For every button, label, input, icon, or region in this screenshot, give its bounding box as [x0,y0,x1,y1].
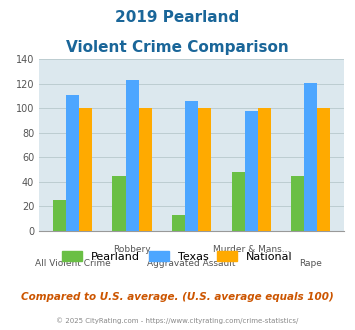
Bar [291,176,304,231]
Text: Aggravated Assault: Aggravated Assault [147,259,236,268]
Bar [231,172,245,231]
Bar [66,95,79,231]
Text: © 2025 CityRating.com - https://www.cityrating.com/crime-statistics/: © 2025 CityRating.com - https://www.city… [56,317,299,324]
Text: All Violent Crime: All Violent Crime [35,259,110,268]
Bar [139,109,152,231]
Text: Murder & Mans...: Murder & Mans... [213,245,290,254]
Bar [304,83,317,231]
Text: Violent Crime Comparison: Violent Crime Comparison [66,40,289,54]
Bar [185,101,198,231]
Bar [53,200,66,231]
Bar [126,80,139,231]
Bar [198,109,211,231]
Bar [317,109,331,231]
Bar [79,109,92,231]
Bar [245,111,258,231]
Text: Compared to U.S. average. (U.S. average equals 100): Compared to U.S. average. (U.S. average … [21,292,334,302]
Bar [113,176,126,231]
Text: Rape: Rape [299,259,322,268]
Bar [258,109,271,231]
Text: Robbery: Robbery [113,245,151,254]
Legend: Pearland, Texas, National: Pearland, Texas, National [58,247,297,267]
Text: 2019 Pearland: 2019 Pearland [115,10,240,25]
Bar [172,215,185,231]
